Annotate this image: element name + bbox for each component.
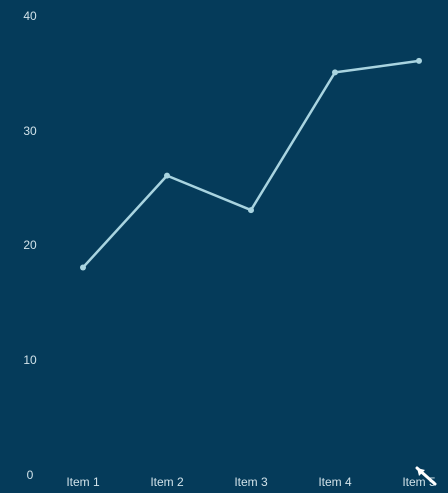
x-tick-label: Item 1: [66, 475, 100, 488]
y-tick-label: 0: [27, 468, 34, 482]
data-point[interactable]: [80, 264, 86, 271]
data-point[interactable]: [164, 172, 170, 179]
y-tick-label: 20: [23, 238, 37, 252]
x-tick-label: Item 3: [234, 475, 268, 488]
data-point[interactable]: [332, 69, 338, 76]
mouse-pointer-icon: [415, 466, 437, 486]
series-layer: [80, 57, 422, 271]
y-tick-label: 10: [23, 353, 37, 367]
y-axis-ticks: 0 10 20 30 40: [23, 9, 37, 482]
x-axis-ticks: Item 1 Item 2 Item 3 Item 4 Item 5: [66, 475, 436, 489]
x-tick-label: Item 2: [150, 475, 184, 488]
data-point[interactable]: [248, 207, 254, 214]
data-point[interactable]: [416, 57, 422, 64]
y-tick-label: 40: [23, 9, 37, 23]
y-tick-label: 30: [23, 124, 37, 138]
x-tick-label: Item 4: [318, 475, 352, 488]
